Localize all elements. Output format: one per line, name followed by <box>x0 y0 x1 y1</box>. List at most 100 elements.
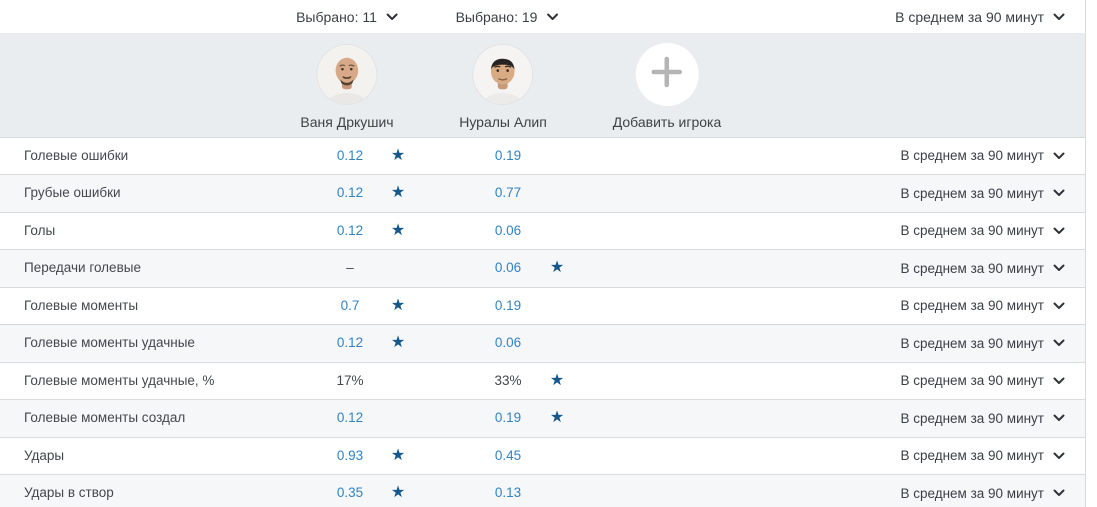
stat-row: Удары 0.93 ★ 0.45 ★ В среднем за 90 мину… <box>0 437 1085 475</box>
row-period-dropdown[interactable]: В среднем за 90 минут <box>900 288 1065 325</box>
topbar-period-label: В среднем за 90 минут <box>895 8 1044 25</box>
player2-stat-value[interactable]: 0.19 <box>494 147 522 163</box>
row-period-dropdown[interactable]: В среднем за 90 минут <box>900 400 1065 437</box>
stat-label: Удары в створ <box>24 485 114 500</box>
player1-column: Ваня Дркушич <box>300 42 394 130</box>
add-player-column: Добавить игрока <box>613 42 721 130</box>
player1-name: Ваня Дркушич <box>300 114 394 130</box>
player2-name: Нуралы Алип <box>459 114 547 130</box>
stat-row: Голевые моменты удачные, % 17% ★ 33% ★ В… <box>0 362 1085 400</box>
player2-stat-value[interactable]: 0.45 <box>494 447 522 463</box>
player1-stat-value[interactable]: 0.35 <box>336 485 364 500</box>
player1-stat-value[interactable]: 0.12 <box>336 335 364 350</box>
player2-stat-value[interactable]: 0.06 <box>494 260 522 275</box>
chevron-down-icon <box>1053 377 1065 385</box>
player2-stat-value[interactable]: 0.19 <box>494 410 522 425</box>
row-period-label: В среднем за 90 минут <box>900 448 1044 464</box>
star-icon: ★ <box>390 221 406 239</box>
row-period-label: В среднем за 90 минут <box>900 260 1044 276</box>
player1-stat-value[interactable]: 0.12 <box>336 147 364 163</box>
star-icon: ★ <box>390 146 406 164</box>
player2-stat-value[interactable]: 0.06 <box>494 335 522 350</box>
chevron-down-icon <box>1053 264 1065 272</box>
player1-photo <box>317 44 377 104</box>
player1-stat-value: – <box>346 260 354 275</box>
chevron-down-icon <box>386 13 398 21</box>
stat-row: Голевые моменты 0.7 ★ 0.19 ★ В среднем з… <box>0 287 1085 325</box>
chevron-down-icon <box>1053 414 1065 422</box>
star-icon: ★ <box>390 446 406 464</box>
player2-count-dropdown[interactable]: Выбрано: 19 <box>456 9 559 25</box>
player2-count-label: Выбрано: 19 <box>455 8 538 25</box>
star-icon: ★ <box>549 409 565 426</box>
stat-row: Голевые моменты создал 0.12 ★ 0.19 ★ В с… <box>0 400 1085 438</box>
chevron-down-icon <box>1053 452 1065 460</box>
row-period-dropdown[interactable]: В среднем за 90 минут <box>900 138 1065 175</box>
stat-label: Передачи голевые <box>24 260 141 275</box>
add-player-button[interactable] <box>635 42 699 106</box>
player2-stat-value: 33% <box>494 372 522 388</box>
player2-photo <box>473 44 533 104</box>
stats-table: Голевые ошибки 0.12 ★ 0.19 ★ В среднем з… <box>0 137 1085 507</box>
row-period-label: В среднем за 90 минут <box>900 485 1044 501</box>
player2-stat-value[interactable]: 0.06 <box>494 222 522 238</box>
player2-stat-value[interactable]: 0.19 <box>494 297 522 313</box>
chevron-down-icon <box>546 13 558 21</box>
player1-stat-value[interactable]: 0.12 <box>336 410 364 425</box>
row-period-dropdown[interactable]: В среднем за 90 минут <box>900 213 1065 250</box>
stat-label: Голевые моменты удачные <box>24 335 195 350</box>
player1-count-dropdown[interactable]: Выбрано: 11 <box>296 9 398 25</box>
chevron-down-icon <box>1053 227 1065 235</box>
row-period-label: В среднем за 90 минут <box>900 223 1044 239</box>
stat-label: Голевые моменты <box>24 297 139 313</box>
player1-stat-value[interactable]: 0.7 <box>340 297 360 313</box>
stat-row: Передачи голевые – ★ 0.06 ★ В среднем за… <box>0 250 1085 288</box>
player2-stat-value[interactable]: 0.13 <box>494 485 522 500</box>
row-period-dropdown[interactable]: В среднем за 90 минут <box>900 175 1065 212</box>
row-period-label: В среднем за 90 минут <box>900 373 1044 389</box>
chevron-down-icon <box>1053 302 1065 310</box>
row-period-dropdown[interactable]: В среднем за 90 минут <box>900 438 1065 475</box>
row-period-dropdown[interactable]: В среднем за 90 минут <box>900 475 1065 507</box>
star-icon: ★ <box>390 484 406 501</box>
player2-column: Нуралы Алип <box>459 42 547 130</box>
row-period-label: В среднем за 90 минут <box>900 335 1044 351</box>
chevron-down-icon <box>1053 152 1065 160</box>
player2-avatar <box>473 44 533 104</box>
player1-stat-value: 17% <box>336 372 364 388</box>
chevron-down-icon <box>1053 13 1065 21</box>
stat-label: Голевые моменты удачные, % <box>24 372 215 388</box>
stat-label: Голевые моменты создал <box>24 410 186 425</box>
row-period-label: В среднем за 90 минут <box>900 185 1044 201</box>
row-period-dropdown[interactable]: В среднем за 90 минут <box>900 250 1065 287</box>
chevron-down-icon <box>1053 339 1065 347</box>
player1-stat-value[interactable]: 0.12 <box>336 222 364 238</box>
add-player-label: Добавить игрока <box>612 114 722 130</box>
stat-label: Голы <box>24 222 56 238</box>
star-icon: ★ <box>390 184 406 201</box>
plus-icon <box>651 56 683 93</box>
row-period-dropdown[interactable]: В среднем за 90 минут <box>900 325 1065 362</box>
stat-row: Грубые ошибки 0.12 ★ 0.77 ★ В среднем за… <box>0 175 1085 213</box>
star-icon: ★ <box>549 259 565 276</box>
row-period-dropdown[interactable]: В среднем за 90 минут <box>900 363 1065 400</box>
star-icon: ★ <box>549 371 565 389</box>
player1-avatar <box>317 44 377 104</box>
star-icon: ★ <box>390 296 406 314</box>
stat-row: Голевые ошибки 0.12 ★ 0.19 ★ В среднем з… <box>0 137 1085 175</box>
stat-label: Удары <box>24 447 65 463</box>
star-icon: ★ <box>390 334 406 351</box>
player1-stat-value[interactable]: 0.12 <box>336 185 364 200</box>
topbar-period-dropdown[interactable]: В среднем за 90 минут <box>895 9 1065 25</box>
chevron-down-icon <box>1053 489 1065 497</box>
players-header: Ваня Дркушич <box>0 33 1085 138</box>
topbar: Выбрано: 11 Выбрано: 19 В среднем за 90 … <box>0 0 1085 33</box>
stat-row: Голы 0.12 ★ 0.06 ★ В среднем за 90 минут <box>0 212 1085 250</box>
stat-row: Удары в створ 0.35 ★ 0.13 ★ В среднем за… <box>0 475 1085 507</box>
stat-row: Голевые моменты удачные 0.12 ★ 0.06 ★ В … <box>0 325 1085 363</box>
player2-stat-value[interactable]: 0.77 <box>494 185 522 200</box>
stat-label: Грубые ошибки <box>24 185 121 200</box>
player1-count-label: Выбрано: 11 <box>296 8 377 25</box>
player1-stat-value[interactable]: 0.93 <box>336 447 364 463</box>
